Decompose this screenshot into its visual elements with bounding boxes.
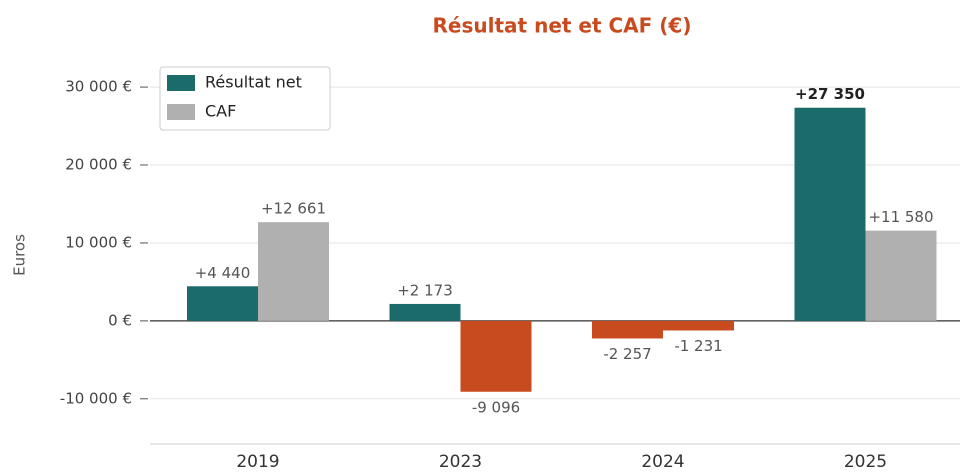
data-label: +12 661: [261, 200, 326, 218]
chart-title: Résultat net et CAF (€): [433, 14, 692, 38]
x-tick-label: 2025: [844, 452, 887, 472]
data-label: -9 096: [472, 398, 520, 416]
bar: [592, 320, 663, 339]
bar: [258, 222, 329, 321]
data-label: -1 231: [674, 337, 722, 355]
y-tick-label: 20 000 €: [65, 156, 132, 174]
bar: [187, 286, 258, 321]
y-axis-label: Euros: [11, 234, 29, 276]
legend-box: [159, 66, 331, 131]
bar: [460, 320, 532, 392]
bar: [794, 107, 866, 321]
data-label: +2 173: [397, 281, 453, 299]
bar: [865, 230, 937, 321]
y-tick-label: 30 000 €: [65, 78, 132, 96]
bar: [663, 320, 734, 331]
legend-swatch: [167, 104, 195, 120]
data-label: +27 350: [795, 85, 865, 103]
bar: [389, 303, 461, 321]
legend-label: CAF: [205, 102, 236, 121]
y-tick-label: 10 000 €: [65, 233, 132, 251]
data-label: -2 257: [603, 345, 651, 363]
data-label: +11 580: [868, 208, 933, 226]
data-label: +4 440: [195, 264, 251, 282]
y-tick-label: 0 €: [108, 311, 132, 329]
x-tick-label: 2024: [641, 452, 684, 472]
x-tick-label: 2019: [236, 452, 279, 472]
legend-swatch: [167, 75, 195, 91]
x-tick-label: 2023: [439, 452, 482, 472]
legend-label: Résultat net: [205, 73, 302, 92]
y-tick-label: -10 000 €: [60, 389, 132, 407]
